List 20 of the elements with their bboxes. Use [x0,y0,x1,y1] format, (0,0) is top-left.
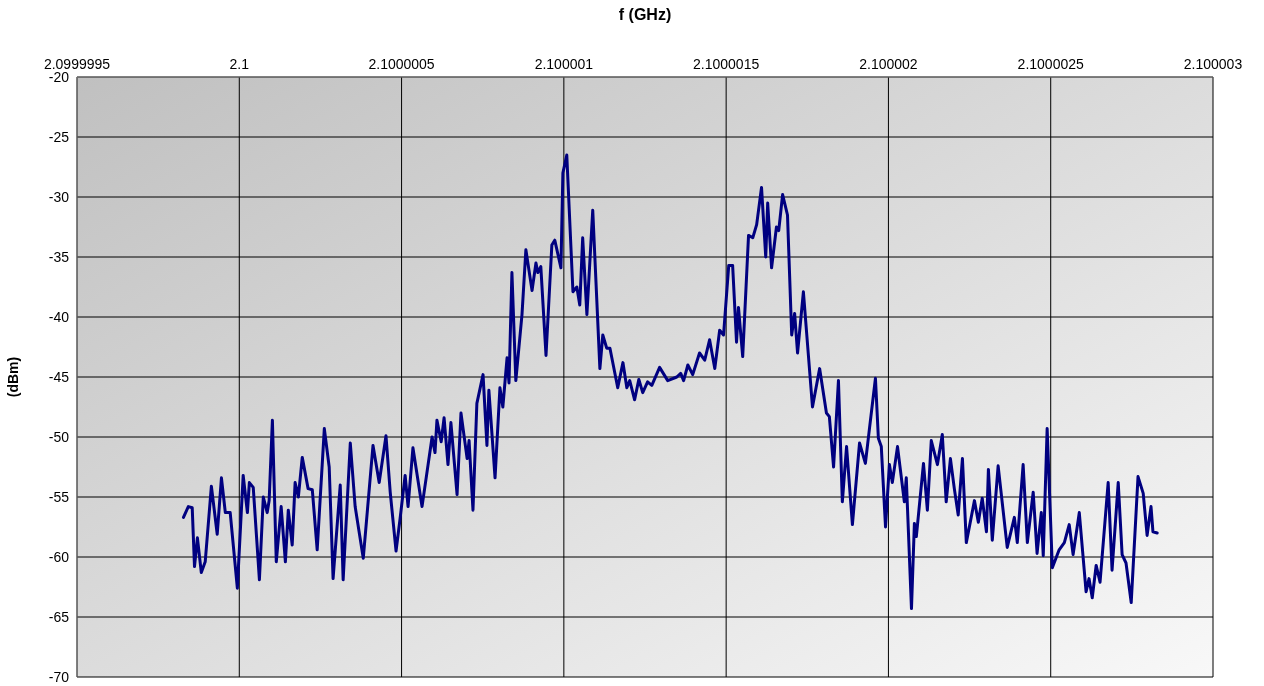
y-tick-label: -50 [48,428,70,445]
y-tick-label: -65 [48,608,70,625]
line-series [181,153,1159,611]
y-tick-label: -55 [48,488,70,505]
x-axis-title: f (GHz) [618,6,672,24]
x-tick-label: 2.100003 [1183,56,1243,72]
y-axis-title: (dBm) [4,356,21,398]
y-tick-label: -40 [48,308,70,325]
y-tick-label: -70 [48,668,70,685]
y-tick-label: -25 [48,128,70,145]
y-tick-label: -60 [48,548,70,565]
x-tick-label: 2.100001 [534,56,594,72]
y-tick-label: -35 [48,248,70,265]
y-tick-label: -30 [48,188,70,205]
x-tick-label: 2.1000025 [1017,56,1085,72]
x-tick-label: 2.1 [229,56,250,72]
x-tick-label: 2.1000005 [368,56,435,72]
x-tick-label: 2.100002 [859,56,918,72]
y-tick-label: -45 [48,368,70,385]
x-tick-label: 2.1000015 [693,56,760,72]
